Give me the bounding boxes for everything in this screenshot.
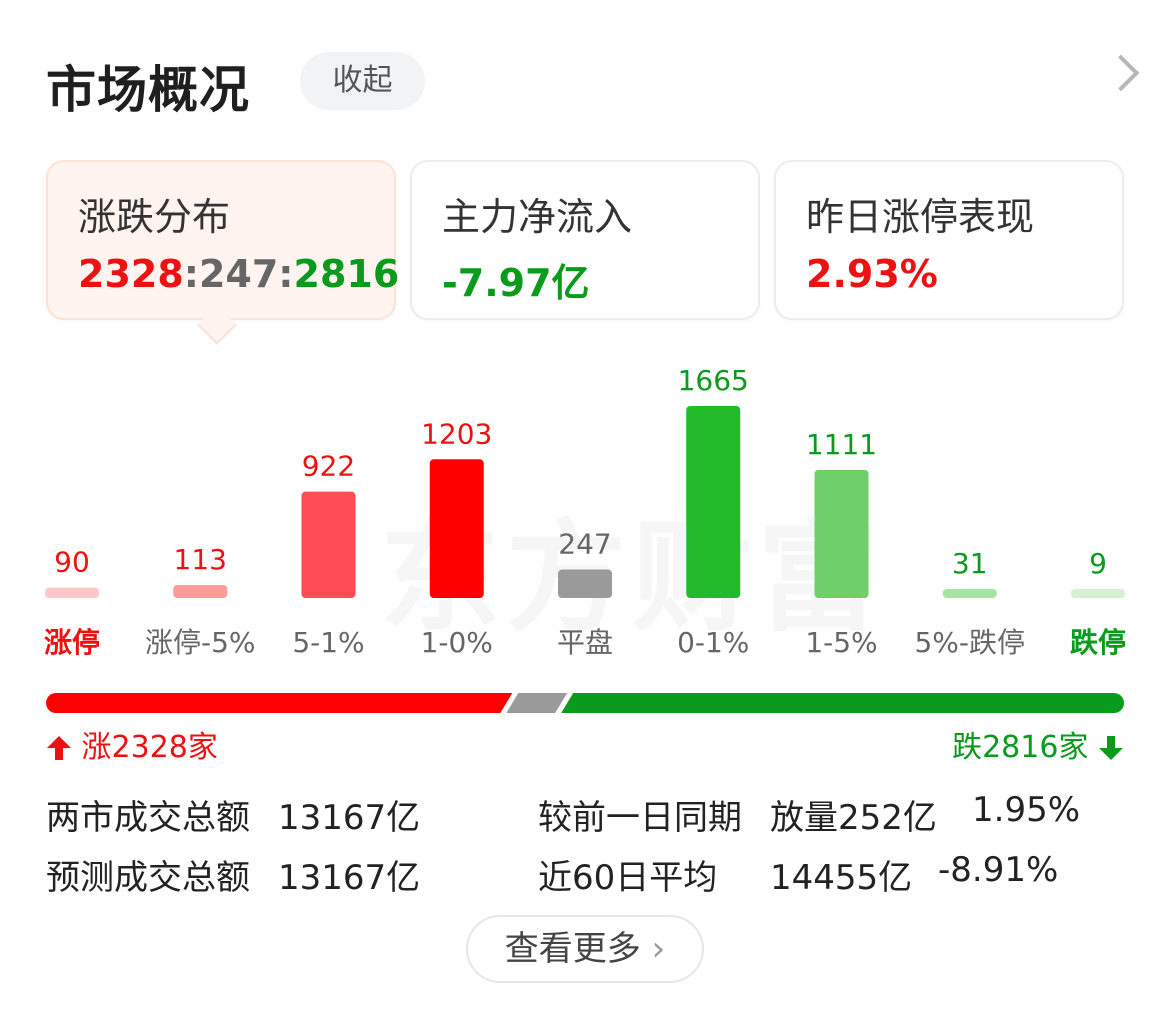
total-turnover-value: 13167亿 (278, 798, 421, 838)
ratio-bar-flat (506, 693, 568, 713)
card-limitup-value: 2.93% (806, 252, 938, 296)
bar-6 (814, 469, 869, 598)
avg-60-day-label: 近60日平均 (538, 858, 718, 898)
bar-3 (429, 459, 484, 598)
up-count-text: 涨2328家 (81, 730, 218, 765)
category-tick-label: 跌停 (1070, 626, 1126, 659)
bar-8 (1071, 589, 1125, 598)
avg-60-day-value: 14455亿 (770, 858, 913, 898)
bar-1 (173, 584, 228, 598)
bar-4 (558, 569, 612, 598)
distribution-bar-chart: 90 涨停 113 涨停-5% 922 5-1% 1203 1-0% 247 平盘 1665 0-1%… (44, 364, 1126, 659)
total-turnover-label: 两市成交总额 (46, 798, 250, 838)
forecast-turnover-value: 13167亿 (278, 858, 421, 898)
category-tick-label: 1-5% (805, 626, 877, 659)
category-tick-label: 平盘 (557, 626, 613, 659)
compare-prev-day-value: 放量252亿 (770, 798, 937, 838)
avg-60-day-pct: -8.91% (938, 850, 1059, 890)
card-distribution-value: 2328:247:2816 (78, 252, 400, 296)
down-count-text: 跌2816家 (952, 730, 1089, 765)
bar-value-label: 1111 (806, 428, 877, 461)
bar-value-label: 90 (54, 546, 90, 579)
ratio-bar-up (46, 693, 513, 713)
category-tick-label: 涨停 (44, 626, 100, 659)
view-more-button[interactable]: 查看更多 › (466, 915, 704, 983)
forecast-turnover-label: 预测成交总额 (46, 858, 250, 898)
compare-prev-day-pct: 1.95% (972, 790, 1081, 830)
bar-value-label: 113 (174, 543, 227, 576)
ratio-bar-down (561, 693, 1124, 713)
chevron-right-icon[interactable] (1102, 54, 1140, 92)
bar-value-label: 247 (558, 528, 611, 561)
bar-value-label: 31 (952, 547, 988, 580)
bar-value-label: 1665 (678, 364, 749, 397)
compare-prev-day-label: 较前一日同期 (538, 798, 742, 838)
bar-value-label: 9 (1089, 547, 1107, 580)
up-down-ratio-bar (46, 693, 1124, 713)
category-tick-label: 涨停-5% (145, 626, 256, 659)
collapse-button[interactable]: 收起 (300, 52, 425, 110)
view-more-label: 查看更多 (504, 929, 641, 969)
down-count-legend: 跌2816家 (952, 722, 1124, 766)
card-inflow-label: 主力净流入 (442, 195, 633, 239)
category-tick-label: 0-1% (677, 626, 749, 659)
bar-5 (686, 406, 741, 598)
chevron-right-small-icon: › (651, 929, 666, 969)
category-tick-label: 5-1% (292, 626, 364, 659)
category-tick-label: 1-0% (421, 626, 493, 659)
distribution-up-count: 2328 (78, 252, 184, 296)
card-distribution[interactable]: 涨跌分布 2328:247:2816 (46, 160, 400, 320)
bar-0 (45, 587, 99, 598)
card-main-inflow[interactable]: 主力净流入 -7.97亿 (410, 160, 760, 320)
card-limitup-label: 昨日涨停表现 (806, 195, 1035, 239)
bar-7 (942, 589, 997, 598)
bar-value-label: 1203 (421, 417, 492, 450)
arrow-down-icon (1099, 736, 1123, 760)
bar-value-label: 922 (302, 450, 355, 483)
card-limitup-performance[interactable]: 昨日涨停表现 2.93% (774, 160, 1124, 320)
bar-2 (301, 491, 356, 598)
distribution-flat-count: 247 (198, 252, 279, 296)
card-inflow-value: -7.97亿 (442, 261, 590, 305)
up-count-legend: 涨2328家 (46, 722, 218, 766)
category-tick-label: 5%-跌停 (914, 626, 1025, 659)
card-distribution-label: 涨跌分布 (78, 195, 231, 239)
page-title: 市场概况 (46, 61, 250, 119)
arrow-up-icon (47, 736, 71, 760)
distribution-down-count: 2816 (293, 252, 400, 296)
